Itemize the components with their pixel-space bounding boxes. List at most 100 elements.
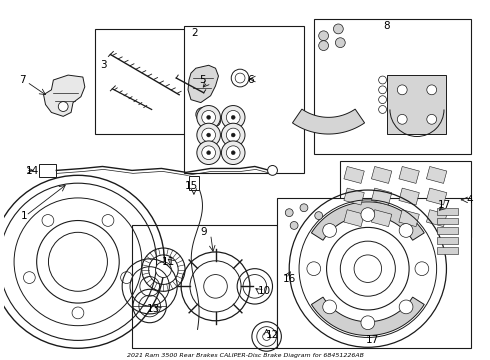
Text: 11: 11 <box>162 257 175 267</box>
Circle shape <box>323 224 337 237</box>
Bar <box>371 210 392 227</box>
Bar <box>371 166 392 183</box>
Circle shape <box>361 316 375 330</box>
Polygon shape <box>188 65 219 103</box>
Text: 4: 4 <box>466 195 473 205</box>
Text: 17: 17 <box>438 200 451 210</box>
Text: 8: 8 <box>383 21 390 31</box>
Circle shape <box>197 123 220 147</box>
Circle shape <box>323 300 337 314</box>
Bar <box>39 163 56 177</box>
Circle shape <box>207 133 211 137</box>
Circle shape <box>397 114 407 124</box>
Text: 7: 7 <box>19 75 25 85</box>
Text: 6: 6 <box>247 75 254 85</box>
Bar <box>437 247 458 254</box>
Bar <box>277 198 471 348</box>
Bar <box>132 225 277 348</box>
Bar <box>184 26 304 174</box>
Bar <box>437 217 458 224</box>
Circle shape <box>156 262 171 278</box>
Circle shape <box>333 24 343 34</box>
Circle shape <box>285 209 293 217</box>
Circle shape <box>399 300 413 314</box>
Circle shape <box>318 41 328 50</box>
Text: 16: 16 <box>282 274 295 284</box>
Circle shape <box>207 151 211 155</box>
Text: 13: 13 <box>147 304 160 314</box>
Polygon shape <box>312 202 424 240</box>
Circle shape <box>202 111 216 124</box>
Circle shape <box>427 85 437 95</box>
Circle shape <box>379 96 387 104</box>
Circle shape <box>102 215 114 226</box>
Bar <box>437 237 458 244</box>
Text: 10: 10 <box>258 286 271 296</box>
Circle shape <box>197 105 220 129</box>
Bar <box>371 188 392 205</box>
Bar <box>344 166 364 183</box>
Circle shape <box>197 141 220 165</box>
Circle shape <box>231 115 235 119</box>
Circle shape <box>221 105 245 129</box>
Bar <box>341 161 471 237</box>
Circle shape <box>379 86 387 94</box>
Bar <box>426 166 447 183</box>
Circle shape <box>221 123 245 147</box>
Circle shape <box>58 102 68 112</box>
Circle shape <box>72 307 84 319</box>
Bar <box>426 210 447 227</box>
Circle shape <box>300 204 308 212</box>
Text: 14: 14 <box>26 166 39 176</box>
Polygon shape <box>293 109 365 134</box>
Circle shape <box>213 119 218 124</box>
Bar <box>399 166 419 183</box>
Circle shape <box>211 116 220 126</box>
Text: 2: 2 <box>191 28 197 38</box>
Circle shape <box>429 77 444 93</box>
Circle shape <box>427 114 437 124</box>
Circle shape <box>268 166 277 175</box>
Circle shape <box>226 111 240 124</box>
Bar <box>437 208 458 215</box>
Circle shape <box>231 133 235 137</box>
Polygon shape <box>312 297 424 336</box>
Circle shape <box>42 215 54 226</box>
Circle shape <box>290 221 298 229</box>
Text: 17: 17 <box>366 336 379 345</box>
Circle shape <box>379 105 387 113</box>
Bar <box>344 188 364 205</box>
Bar <box>399 210 419 227</box>
Text: 9: 9 <box>201 227 207 237</box>
Circle shape <box>202 146 216 159</box>
Circle shape <box>415 262 429 275</box>
Circle shape <box>231 151 235 155</box>
Bar <box>437 228 458 234</box>
Bar <box>95 29 220 134</box>
Circle shape <box>199 111 207 118</box>
Circle shape <box>221 141 245 165</box>
Bar <box>388 75 446 134</box>
Text: 3: 3 <box>100 60 107 70</box>
Circle shape <box>315 212 322 220</box>
Text: 5: 5 <box>199 75 205 85</box>
Text: 15: 15 <box>184 181 197 191</box>
Circle shape <box>379 76 387 84</box>
Circle shape <box>336 38 345 48</box>
Text: 1: 1 <box>21 211 27 221</box>
Circle shape <box>202 128 216 142</box>
Circle shape <box>318 31 328 41</box>
Bar <box>344 210 364 227</box>
Circle shape <box>390 77 405 93</box>
Text: 2021 Ram 3500 Rear Brakes CALIPER-Disc Brake Diagram for 68451226AB: 2021 Ram 3500 Rear Brakes CALIPER-Disc B… <box>126 353 364 358</box>
Circle shape <box>121 272 132 283</box>
Text: 12: 12 <box>266 330 279 341</box>
Circle shape <box>226 128 240 142</box>
Circle shape <box>207 115 211 119</box>
Circle shape <box>399 224 413 237</box>
Circle shape <box>307 262 320 275</box>
Circle shape <box>196 108 210 121</box>
Circle shape <box>361 208 375 221</box>
Bar <box>314 19 471 154</box>
Bar <box>399 188 419 205</box>
